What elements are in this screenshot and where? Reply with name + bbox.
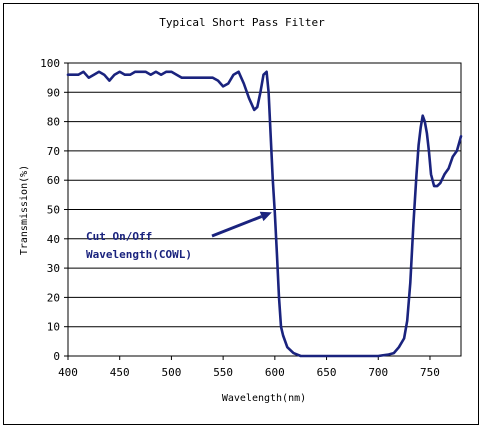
y-tick-label-100: 100: [40, 57, 60, 70]
x-tick-label-650: 650: [317, 366, 337, 379]
y-tick-label-90: 90: [47, 86, 60, 99]
x-axis-label: Wavelength(nm): [222, 393, 306, 404]
series-line-transmission: [66, 70, 463, 358]
annotation-label-line-2: Wavelength(COWL): [86, 248, 192, 261]
y-tick-label-10: 10: [47, 321, 60, 334]
y-tick-label-40: 40: [47, 233, 60, 246]
y-tick-label-80: 80: [47, 116, 60, 129]
y-tick-label-50: 50: [47, 204, 60, 217]
x-tick-label-700: 700: [368, 366, 388, 379]
x-tick-label-400: 400: [58, 366, 78, 379]
y-tick-label-0: 0: [53, 350, 60, 363]
y-tick-label-60: 60: [47, 174, 60, 187]
x-tick-label-500: 500: [161, 366, 181, 379]
y-ticks: 0 10 20 30 40 50 60 70 80 90 100: [40, 57, 68, 363]
annotation-arrow-line: [211, 215, 263, 238]
annotation-arrow-head: [259, 211, 272, 222]
x-ticks: 400 450 500 550 600 650 700 750: [58, 356, 440, 379]
chart-title: Typical Short Pass Filter: [159, 16, 325, 29]
annotation-label-line-1: Cut On/Off: [86, 230, 152, 243]
x-tick-label-550: 550: [213, 366, 233, 379]
x-tick-label-750: 750: [420, 366, 440, 379]
y-tick-label-20: 20: [47, 291, 60, 304]
y-axis-label: Transmission(%): [19, 165, 30, 255]
x-tick-label-450: 450: [110, 366, 130, 379]
gridlines: [68, 91, 461, 328]
y-tick-label-70: 70: [47, 145, 60, 158]
y-tick-label-30: 30: [47, 262, 60, 275]
x-tick-label-600: 600: [265, 366, 285, 379]
